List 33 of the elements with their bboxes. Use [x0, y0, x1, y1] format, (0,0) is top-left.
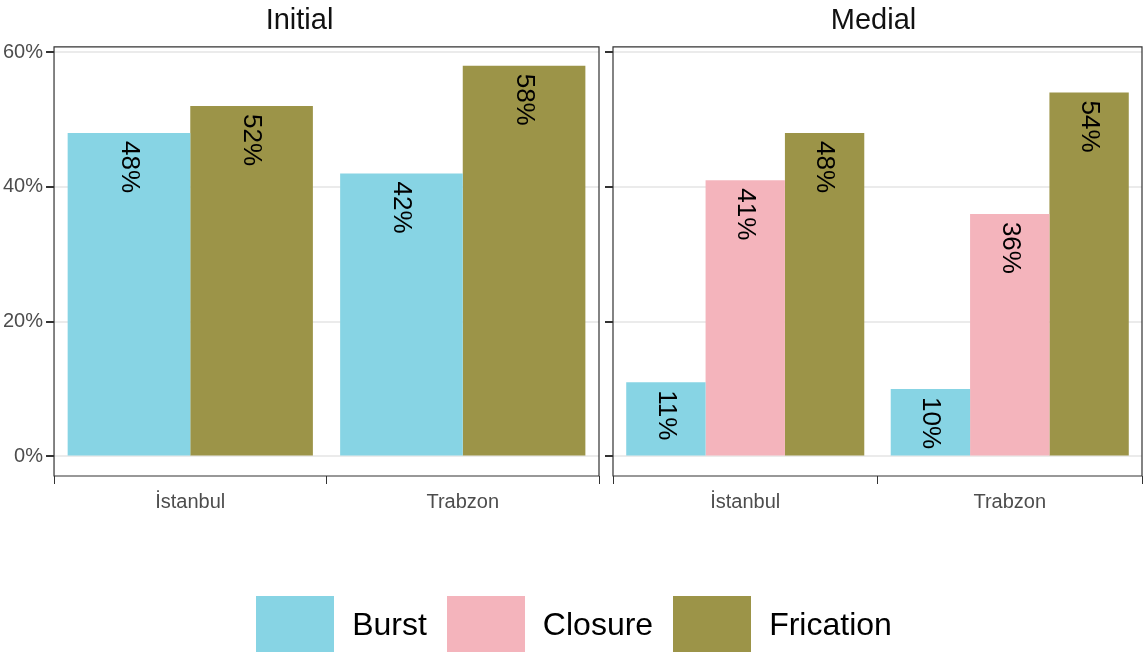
- bar: [340, 173, 463, 456]
- x-tick-label: İstanbul: [710, 489, 781, 512]
- y-tick-label: 60%: [3, 39, 44, 62]
- data-label: 58%: [510, 73, 541, 126]
- x-tick-label: İstanbul: [155, 489, 226, 512]
- chart-title: Initial: [265, 3, 334, 36]
- data-label: 54%: [1075, 100, 1106, 153]
- chart-title: Medial: [830, 3, 917, 36]
- data-label: 52%: [238, 114, 269, 167]
- bar: [890, 389, 971, 456]
- x-tick-label: Trabzon: [973, 489, 1047, 512]
- data-label: 42%: [388, 181, 419, 234]
- x-tick-label: Trabzon: [426, 489, 500, 512]
- data-label: 48%: [811, 141, 842, 194]
- data-label: 41%: [732, 188, 763, 241]
- bar: [784, 133, 865, 456]
- bar: [190, 106, 313, 456]
- bar: [67, 133, 191, 456]
- legend-label: Frication: [769, 605, 892, 643]
- data-label: 48%: [115, 141, 146, 194]
- data-label: 36%: [996, 221, 1027, 274]
- y-tick-label: 40%: [3, 174, 44, 197]
- y-tick-label: 0%: [14, 443, 44, 466]
- bar: [970, 213, 1050, 456]
- y-tick-label: 20%: [3, 309, 44, 332]
- bar: [705, 180, 785, 456]
- bar: [462, 65, 586, 456]
- legend-label: Closure: [542, 605, 654, 643]
- bar: [1049, 92, 1129, 456]
- data-label: 10%: [917, 397, 948, 450]
- data-label: 11%: [652, 390, 683, 441]
- legend-label: Burst: [352, 605, 427, 643]
- bar: [626, 382, 706, 456]
